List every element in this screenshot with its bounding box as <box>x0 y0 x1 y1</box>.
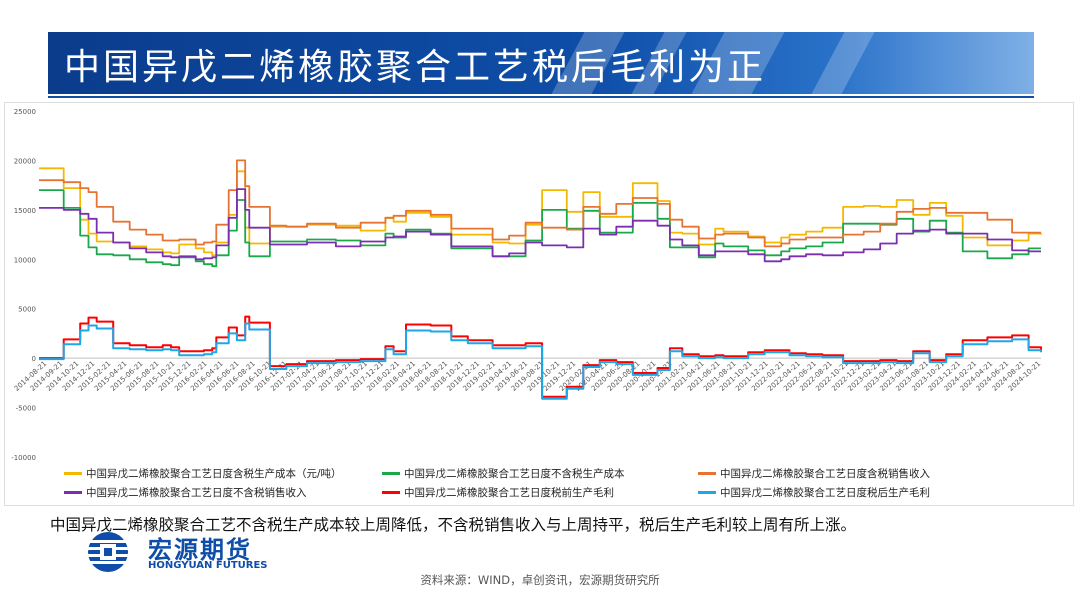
banner-underline <box>48 96 1034 98</box>
series-line <box>39 159 1041 248</box>
legend-item: 中国异戊二烯橡胶聚合工艺日度含税生产成本（元/吨） <box>64 466 342 481</box>
series-line <box>39 322 1042 400</box>
logo-name-en: HONGYUAN FUTURES <box>148 560 268 571</box>
y-tick-label: 5000 <box>18 306 36 314</box>
legend-swatch <box>382 472 400 475</box>
series-line <box>39 167 1042 257</box>
legend-label: 中国异戊二烯橡胶聚合工艺日度不含税销售收入 <box>86 487 307 499</box>
logo-name-cn: 宏源期货 <box>148 536 252 564</box>
chart-frame: 25000 20000 15000 10000 5000 0 -5000 -10000 2014… <box>4 102 1074 506</box>
legend-label: 中国异戊二烯橡胶聚合工艺日度税前生产毛利 <box>404 487 614 499</box>
y-tick-label: 25000 <box>14 108 36 116</box>
legend-item: 中国异戊二烯橡胶聚合工艺日度含税销售收入 <box>698 466 930 481</box>
banner-stripe <box>811 32 875 94</box>
summary-text: 中国异戊二烯橡胶聚合工艺不含税生产成本较上周降低，不含税销售收入与上周持平，税后… <box>50 516 857 534</box>
legend-label: 中国异戊二烯橡胶聚合工艺日度不含税生产成本 <box>404 468 625 480</box>
legend-swatch <box>382 491 400 494</box>
y-tick-label: -10000 <box>11 454 36 462</box>
legend-item: 中国异戊二烯橡胶聚合工艺日度不含税销售收入 <box>64 485 307 500</box>
legend-item: 中国异戊二烯橡胶聚合工艺日度不含税生产成本 <box>382 466 625 481</box>
series-line <box>39 188 1041 263</box>
page-title: 中国异戊二烯橡胶聚合工艺税后毛利为正 <box>64 47 767 88</box>
title-banner: 中国异戊二烯橡胶聚合工艺税后毛利为正 <box>48 32 1034 94</box>
y-tick-label: 10000 <box>14 256 36 264</box>
company-logo: 宏源期货 HONGYUAN FUTURES <box>78 530 308 574</box>
series-line <box>39 189 1041 268</box>
hongyuan-logo-icon <box>80 532 136 572</box>
legend-swatch <box>64 491 82 494</box>
line-chart: 2500020000150001000050000-5000-100002014… <box>11 108 1042 462</box>
y-tick-label: -5000 <box>16 405 36 413</box>
y-tick-label: 20000 <box>14 157 36 165</box>
legend-item: 中国异戊二烯橡胶聚合工艺日度税后生产毛利 <box>698 485 930 500</box>
legend-item: 中国异戊二烯橡胶聚合工艺日度税前生产毛利 <box>382 485 614 500</box>
y-tick-label: 15000 <box>14 207 36 215</box>
legend-swatch <box>698 491 716 494</box>
y-tick-label: 0 <box>32 355 36 363</box>
source-note: 资料来源：WIND，卓创资讯，宏源期货研究所 <box>420 573 660 587</box>
legend-label: 中国异戊二烯橡胶聚合工艺日度含税销售收入 <box>720 468 930 480</box>
legend-swatch <box>64 472 82 475</box>
legend-swatch <box>698 472 716 475</box>
legend-label: 中国异戊二烯橡胶聚合工艺日度含税生产成本（元/吨） <box>86 468 342 480</box>
legend-label: 中国异戊二烯橡胶聚合工艺日度税后生产毛利 <box>720 487 930 499</box>
